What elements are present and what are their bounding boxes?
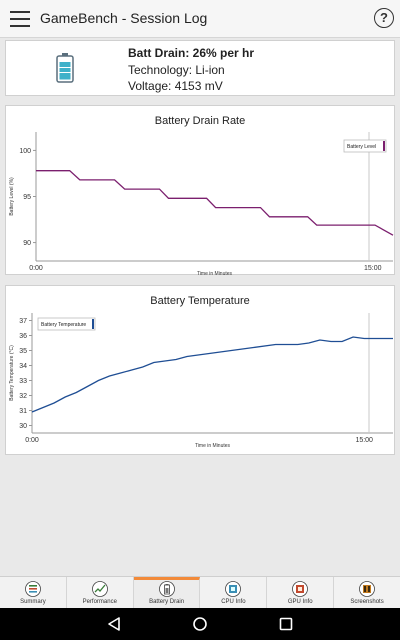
y-axis-label: Battery Temperature (°C) — [9, 345, 15, 401]
legend: Battery Level — [343, 139, 387, 153]
chart-title: Battery Drain Rate — [154, 115, 246, 127]
battery-drain-chart[interactable]: 100 95 90 0:00 15:00 Time in Minutes Battery L… — [6, 106, 396, 276]
y-tick-label: 37 — [19, 318, 27, 325]
tab-label: GPU Info — [287, 599, 313, 605]
y-tick-label: 31 — [19, 408, 27, 415]
app-title: GameBench - Session Log — [40, 10, 208, 26]
tab-label: Battery Drain — [149, 599, 185, 605]
app-bar: GameBench - Session Log ? — [0, 0, 400, 38]
y-tick-label: 95 — [23, 194, 31, 201]
legend-swatch — [92, 319, 94, 329]
gpu-icon — [292, 581, 309, 597]
tab-performance[interactable]: Performance — [67, 577, 134, 608]
y-tick-label: 35 — [19, 348, 27, 355]
x-tick-label: 15:00 — [355, 437, 373, 444]
battery-drain-icon — [158, 581, 175, 597]
battery-temperature-chart-card: Battery Temperature 37 36 35 34 33 32 31 30 0:00… — [5, 285, 395, 455]
y-tick-label: 100 — [19, 148, 31, 155]
cpu-icon — [225, 581, 242, 597]
y-axis-label: Battery Level (%) — [9, 177, 15, 216]
legend-label: Battery Level — [347, 144, 376, 150]
x-axis-label: Time in Minutes — [195, 443, 231, 449]
x-tick-label: 0:00 — [29, 265, 43, 272]
tab-label: Summary — [20, 599, 46, 605]
technology-text: Technology: Li-ion — [128, 62, 225, 77]
tab-label: CPU Info — [221, 599, 246, 605]
tab-gpu-info[interactable]: GPU Info — [267, 577, 335, 608]
battery-temperature-chart[interactable]: 37 36 35 34 33 32 31 30 0:00 15:00 Time in Minutes… — [6, 286, 396, 456]
tab-summary[interactable]: Summary — [0, 577, 67, 608]
batt-drain-text: Batt Drain: 26% per hr — [128, 46, 255, 60]
home-icon[interactable] — [192, 616, 208, 632]
chart-title: Battery Temperature — [150, 295, 250, 307]
y-tick-label: 36 — [19, 333, 27, 340]
y-tick-label: 30 — [19, 423, 27, 430]
hamburger-menu-icon[interactable] — [10, 11, 30, 27]
x-axis-label: Time in Minutes — [197, 271, 233, 276]
performance-icon — [91, 581, 108, 597]
y-tick-label: 34 — [19, 363, 27, 370]
tab-label: Screenshots — [350, 599, 384, 605]
legend-label: Battery Temperature — [41, 322, 86, 328]
battery-stats: Batt Drain: 26% per hr Technology: Li-io… — [128, 45, 254, 95]
summary-icon — [25, 581, 41, 597]
battery-summary-card: Batt Drain: 26% per hr Technology: Li-io… — [5, 40, 395, 96]
tab-screenshots[interactable]: Screenshots — [334, 577, 400, 608]
legend: Battery Temperature — [37, 317, 96, 331]
series-line — [36, 170, 394, 236]
y-tick-label: 90 — [23, 240, 31, 247]
y-tick-label: 32 — [19, 393, 27, 400]
tab-cpu-info[interactable]: CPU Info — [200, 577, 268, 608]
recents-icon[interactable] — [278, 616, 294, 632]
series-line — [31, 336, 393, 413]
screenshots-icon — [359, 581, 375, 597]
voltage-text: Voltage: 4153 mV — [128, 79, 223, 93]
back-icon[interactable] — [107, 616, 123, 632]
tab-label: Performance — [82, 599, 117, 605]
battery-drain-chart-card: Battery Drain Rate 100 95 90 0:00 15:00 Time … — [5, 105, 396, 276]
x-tick-label: 0:00 — [25, 437, 39, 444]
system-navigation-bar — [0, 608, 400, 640]
help-icon[interactable]: ? — [374, 8, 394, 28]
bottom-navigation: Summary Performance Battery Drain CPU In… — [0, 576, 400, 608]
legend-swatch — [383, 141, 385, 151]
tab-battery-drain[interactable]: Battery Drain — [133, 577, 201, 608]
x-tick-label: 15:00 — [364, 265, 382, 272]
battery-icon — [56, 53, 74, 83]
y-tick-label: 33 — [19, 378, 27, 385]
